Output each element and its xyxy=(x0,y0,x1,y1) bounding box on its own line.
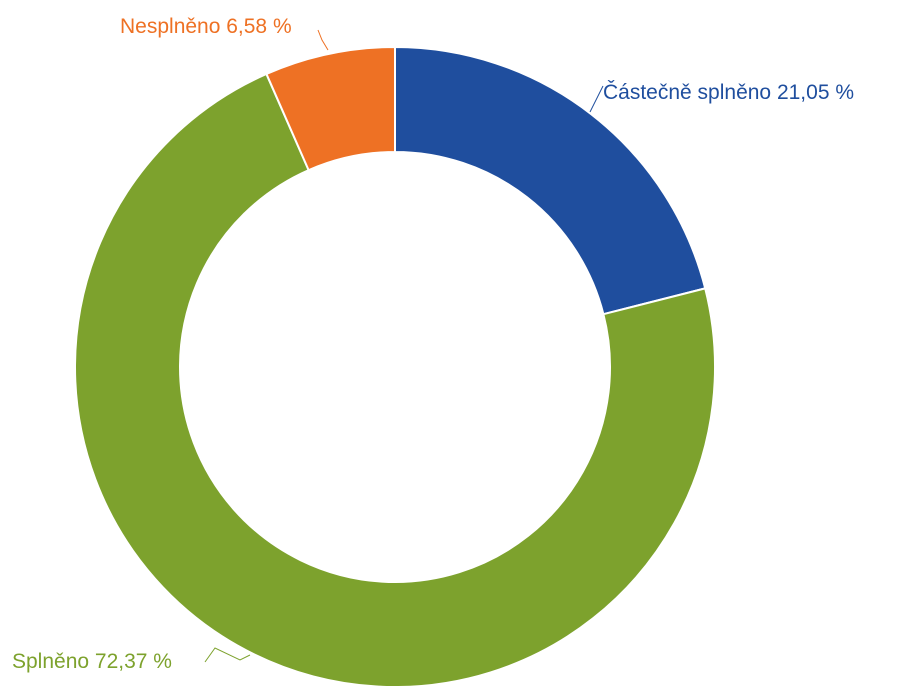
leader-line xyxy=(204,647,251,663)
slice-nesplněno xyxy=(265,45,396,172)
leader-line xyxy=(589,85,604,113)
donut-slices xyxy=(74,45,716,686)
slice-label: Splněno 72,37 % xyxy=(12,650,172,673)
slice-label: Částečně splněno 21,05 % xyxy=(603,81,854,104)
slice-label: Nesplněno 6,58 % xyxy=(120,15,292,38)
slice-částečně-splněno xyxy=(394,45,707,316)
slice-splněno xyxy=(74,72,716,686)
leader-line xyxy=(317,29,329,51)
slice-labels: Částečně splněno 21,05 % Splněno 72,37 % N… xyxy=(12,15,854,673)
leader-lines xyxy=(204,29,604,663)
